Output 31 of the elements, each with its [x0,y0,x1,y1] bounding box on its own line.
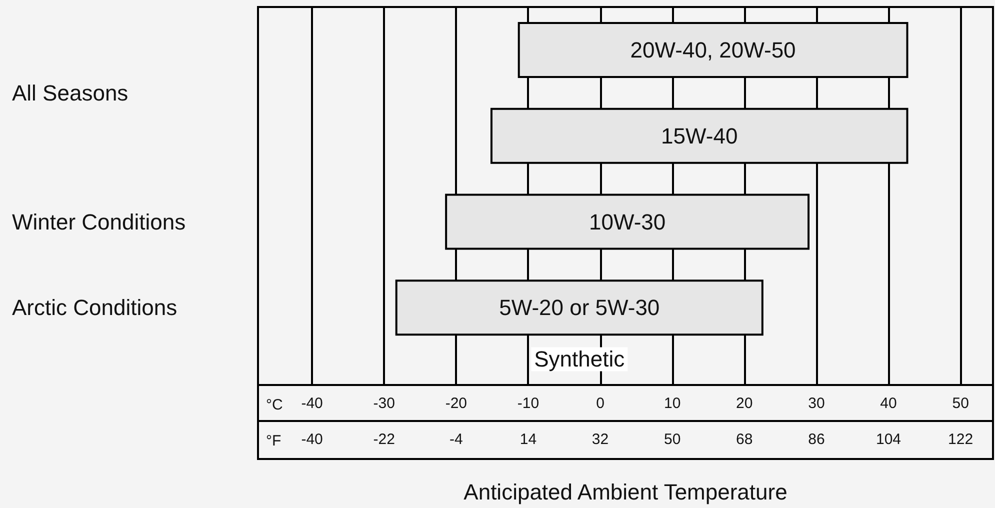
x2-tick-label: 50 [664,431,681,448]
x2-tick-label: 32 [592,431,609,448]
text: °F [266,432,282,450]
x2-tick-label: 122 [948,431,974,448]
x2-tick-label: -22 [373,431,395,448]
text: Arctic Conditions [12,295,178,320]
x-tick-label: -20 [445,395,468,412]
x2-tick-label: -40 [301,431,323,448]
x-tick-label: 10 [664,395,681,412]
x2-tick-label: 104 [876,431,902,448]
y-tick-label: 5W-20 or 5W-30 [499,295,660,320]
x-tick-label: 30 [808,395,825,412]
text: All Seasons [12,80,128,106]
annotation: Synthetic [534,346,625,372]
x-tick-label: 50 [952,395,969,412]
x-tick-label: 20 [736,395,753,412]
x2-tick-label: 14 [520,431,537,448]
y-tick-label: 15W-40 [661,123,738,148]
x2-tick-label: 68 [736,431,753,448]
x-tick-label: -10 [517,395,540,412]
y-tick-label: 10W-30 [588,209,666,234]
y-tick-label: 20W-40, 20W-50 [630,37,796,62]
text: Winter Conditions [12,209,186,234]
x2-tick-label: 86 [808,431,825,448]
x-axis-title: Anticipated Ambient Temperature [464,480,788,504]
text: °C [266,396,283,414]
x-tick-label: -40 [301,395,323,412]
x-tick-label: 40 [880,395,897,412]
x-tick-label: 0 [596,395,604,412]
x2-tick-label: -4 [449,431,463,448]
x-tick-label: -30 [373,395,395,412]
